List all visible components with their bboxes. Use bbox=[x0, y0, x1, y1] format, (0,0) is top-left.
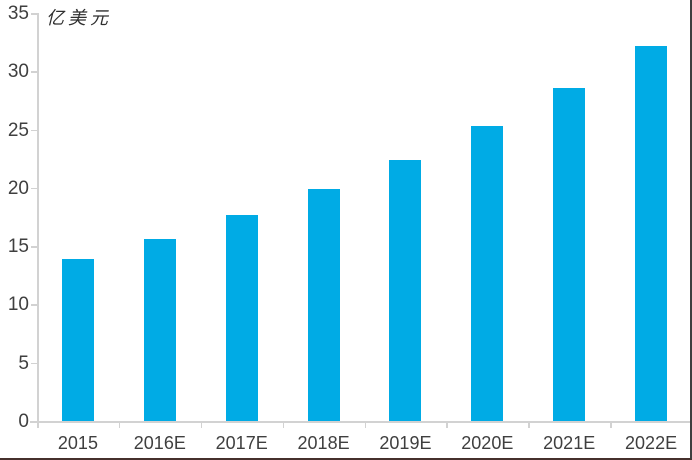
y-axis-tick bbox=[31, 129, 37, 132]
x-axis-tick bbox=[37, 423, 39, 428]
x-axis-label: 2022E bbox=[625, 433, 678, 453]
y-axis-tick-label: 10 bbox=[7, 294, 29, 316]
bar-2022E bbox=[635, 45, 668, 421]
x-axis-label: 2015 bbox=[57, 433, 98, 453]
x-axis-tick bbox=[528, 423, 530, 428]
x-axis-label: 2016E bbox=[133, 433, 186, 453]
y-axis-tick bbox=[31, 71, 37, 73]
bar-2015 bbox=[61, 258, 94, 421]
y-axis-tick-label: 0 bbox=[18, 411, 29, 432]
x-axis-label: 2017E bbox=[215, 433, 268, 453]
y-axis-tick-label: 20 bbox=[7, 177, 29, 199]
x-axis-tick bbox=[200, 423, 203, 428]
bar-2018E bbox=[307, 189, 340, 421]
x-axis-tick bbox=[610, 423, 612, 428]
x-axis-label: 2019E bbox=[379, 433, 432, 453]
bar-2017E bbox=[225, 214, 258, 421]
x-axis-tick bbox=[690, 423, 692, 428]
x-axis-line bbox=[30, 421, 690, 423]
x-axis-tick bbox=[364, 423, 366, 428]
bar-2019E bbox=[389, 159, 422, 421]
y-axis-tick-label: 5 bbox=[18, 352, 29, 374]
y-axis-tick bbox=[31, 362, 37, 365]
y-axis-tick bbox=[31, 304, 37, 306]
x-axis-label: 2021E bbox=[543, 433, 596, 453]
x-axis-label: 2020E bbox=[461, 433, 514, 453]
x-axis-tick bbox=[118, 423, 121, 428]
x-axis-tick bbox=[446, 423, 448, 428]
bar-2016E bbox=[143, 239, 176, 421]
y-axis-tick bbox=[31, 187, 37, 190]
bar-2021E bbox=[553, 87, 586, 421]
x-axis-tick bbox=[282, 423, 285, 428]
x-axis-label: 2018E bbox=[297, 433, 350, 453]
y-axis-tick bbox=[31, 421, 37, 423]
y-axis-tick-label: 25 bbox=[7, 119, 29, 141]
y-axis-line bbox=[37, 13, 39, 423]
y-axis-unit-label: 亿美元 bbox=[46, 8, 112, 29]
y-axis-tick bbox=[31, 13, 37, 15]
y-axis-tick-label: 30 bbox=[7, 61, 29, 83]
y-axis-tick-label: 15 bbox=[7, 236, 29, 258]
bar-2020E bbox=[471, 126, 504, 421]
y-axis-tick bbox=[31, 246, 37, 248]
y-axis-tick-label: 35 bbox=[7, 3, 29, 24]
